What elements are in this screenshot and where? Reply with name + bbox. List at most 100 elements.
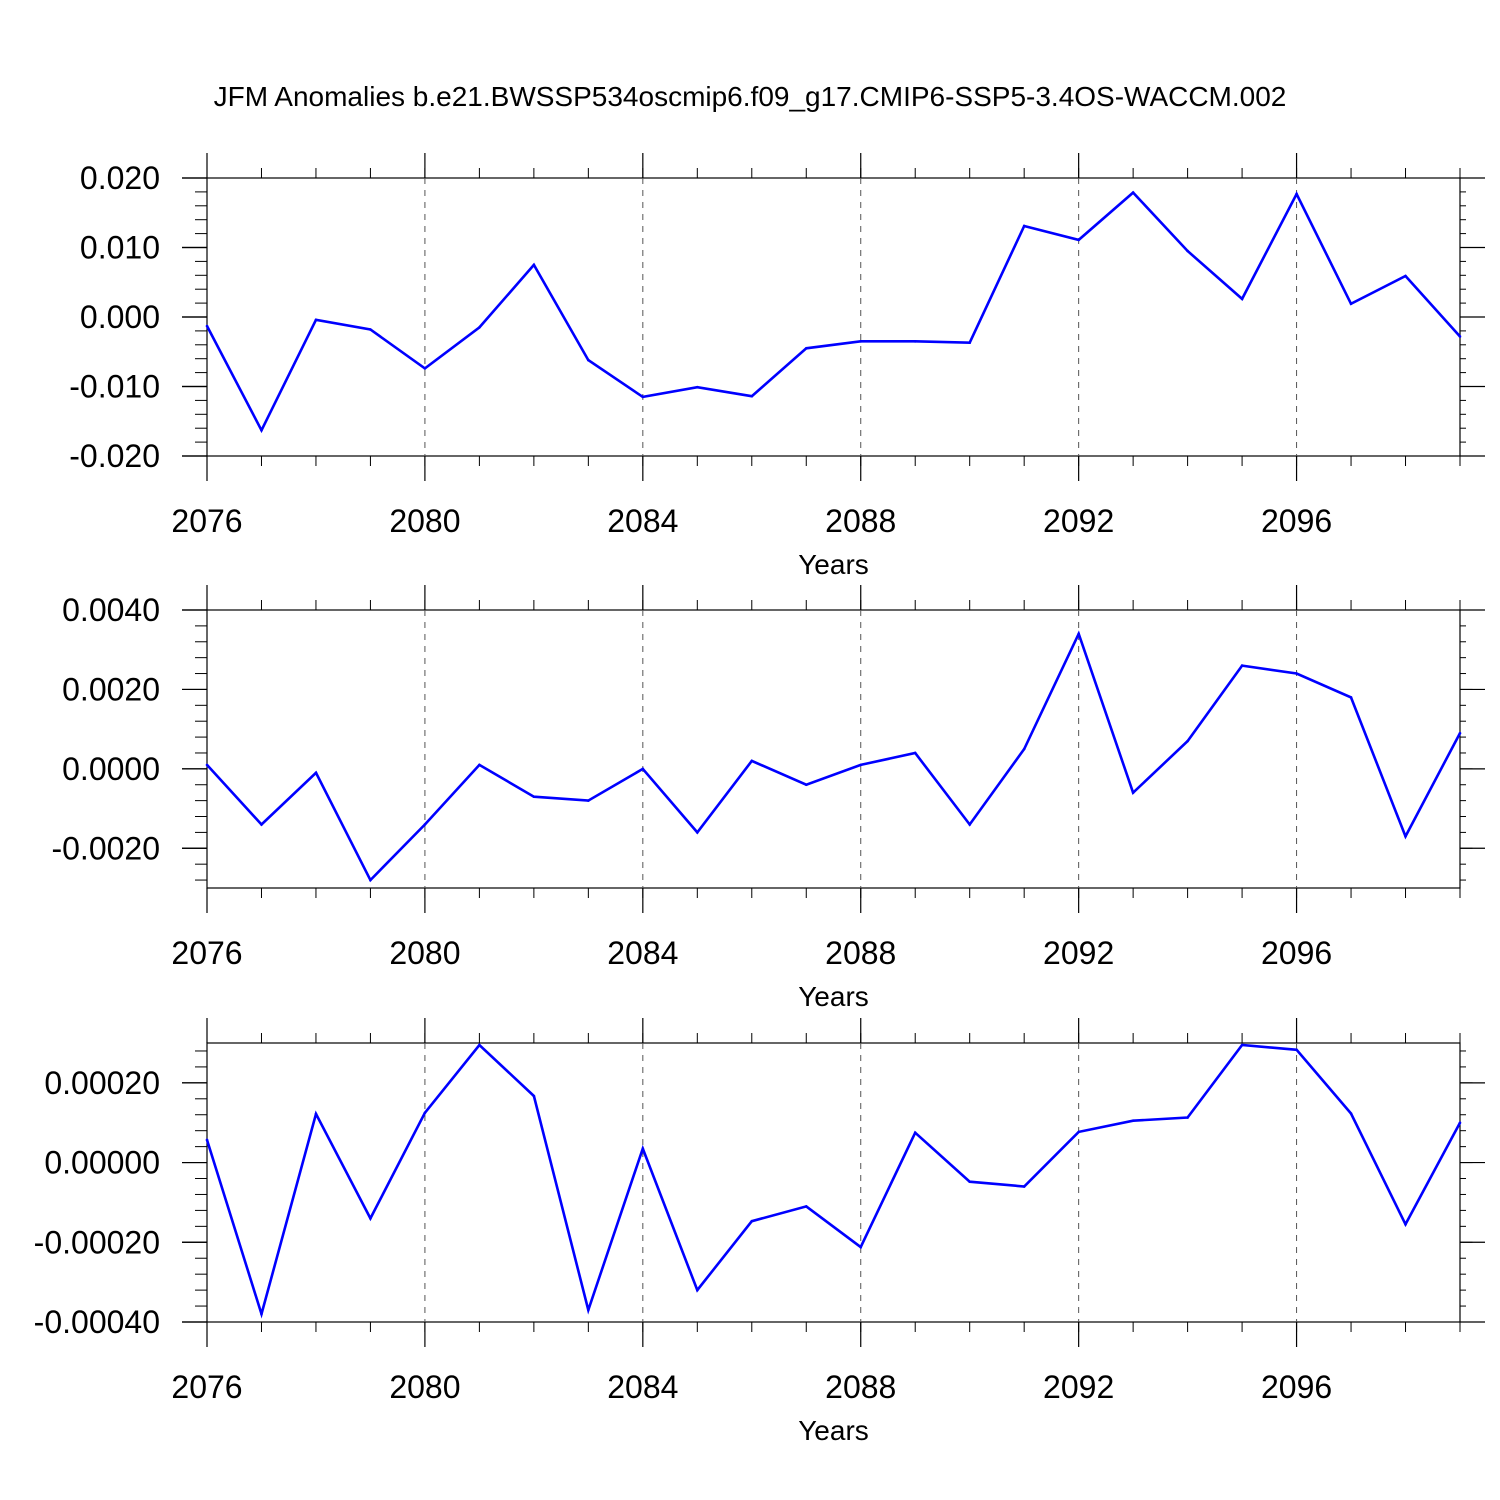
y-axis-label-unit-exponent: 3 [15, 562, 34, 571]
x-tick-label: 2076 [171, 503, 242, 539]
data-point [1349, 1112, 1353, 1115]
chart-panel-1: 2076 2080 2084 2088 2092 2096 -0.020 -0.010 0.00… [15, 146, 1485, 580]
data-point [804, 1205, 808, 1208]
data-point [532, 1094, 536, 1098]
data-point [750, 394, 754, 398]
y-axis-label-exponent: 13 [15, 187, 34, 206]
y-tick-label: 0.00020 [44, 1065, 160, 1101]
data-point [804, 346, 808, 350]
x-tick-label: 2080 [389, 935, 460, 971]
data-point [587, 358, 590, 362]
data-point [968, 341, 971, 345]
data-point [696, 1288, 699, 1292]
data-point [913, 1131, 917, 1134]
data-point [968, 1180, 971, 1184]
x-axis-label: Years [798, 549, 869, 580]
data-point [1077, 632, 1080, 636]
data-point [859, 340, 863, 343]
data-point [1295, 672, 1298, 675]
x-tick-label: 2092 [1043, 1369, 1114, 1405]
y-tick-label: -0.010 [69, 369, 160, 405]
data-point [369, 328, 372, 331]
y-tick-label: -0.00020 [34, 1224, 160, 1260]
data-point [423, 823, 427, 826]
series-line [206, 630, 1462, 883]
data-point [1131, 791, 1135, 794]
data-point [1131, 191, 1135, 194]
data-point [1240, 297, 1244, 301]
data-point [1349, 302, 1353, 306]
data-point [205, 324, 209, 328]
y-axis-label: CAArch Ice Area 1013m2 [15, 1035, 48, 1341]
x-tick-label: 2076 [171, 1369, 242, 1405]
data-point [1349, 696, 1353, 699]
data-point [369, 1217, 372, 1220]
data-point [1186, 739, 1189, 743]
y-axis-label-unit-exponent: 2 [15, 1035, 34, 1044]
plot-frame [206, 177, 1461, 457]
data-point [1022, 224, 1026, 228]
y-tick-label: 0.000 [80, 299, 160, 335]
y-axis-label-exponent: 13 [15, 603, 34, 622]
chart-panel-3: 2076 2080 2084 2088 2092 2096 -0.00040 -0.00020… [15, 1018, 1485, 1446]
y-axis-label-unit: m [17, 156, 48, 179]
data-point [314, 1112, 318, 1116]
data-point [641, 395, 645, 399]
data-point [750, 1219, 754, 1223]
x-tick-label: 2076 [171, 935, 242, 971]
data-point [587, 799, 590, 802]
data-point [1458, 335, 1462, 338]
x-tick-label: 2096 [1261, 935, 1332, 971]
y-tick-label: 0.0040 [62, 592, 160, 628]
x-tick-label: 2088 [825, 503, 896, 539]
data-point [369, 878, 372, 882]
data-point [1077, 1130, 1080, 1134]
x-tick-label: 2080 [389, 1369, 460, 1405]
y-tick-label: 0.020 [80, 160, 160, 196]
x-tick-label: 2088 [825, 1369, 896, 1405]
data-point [1458, 731, 1462, 735]
plot-frame [206, 609, 1461, 889]
x-tick-label: 2088 [825, 935, 896, 971]
data-point [1458, 1121, 1462, 1125]
chart-panel-2: 2076 2080 2084 2088 2092 2096 -0.0020 0.0000 0.0… [15, 562, 1485, 1012]
data-point [804, 783, 808, 787]
x-axis-label: Years [798, 981, 869, 1012]
data-point [1404, 835, 1407, 838]
x-tick-label: 2084 [607, 1369, 678, 1405]
data-point [205, 1138, 209, 1142]
data-point [1404, 274, 1407, 278]
data-point [205, 763, 209, 767]
data-point [1186, 1116, 1189, 1119]
data-point [1295, 1048, 1298, 1052]
figure-title: JFM Anomalies b.e21.BWSSP534oscmip6.f09_… [214, 81, 1287, 112]
data-point [532, 795, 536, 798]
data-point [913, 340, 917, 343]
data-point [1131, 1119, 1135, 1123]
y-tick-label: -0.020 [69, 438, 160, 474]
x-tick-label: 2092 [1043, 503, 1114, 539]
data-point [260, 823, 263, 826]
y-tick-label: 0.0000 [62, 751, 160, 787]
x-tick-label: 2092 [1043, 935, 1114, 971]
data-point [968, 823, 971, 826]
data-point [423, 367, 427, 370]
data-point [587, 1308, 590, 1312]
y-axis-label-exponent: 13 [15, 1075, 34, 1094]
data-point [260, 428, 263, 432]
y-tick-label: 0.0020 [62, 671, 160, 707]
data-point [913, 751, 917, 755]
y-axis-label-unit-exponent: 3 [15, 146, 34, 155]
x-tick-label: 2084 [607, 503, 678, 539]
y-axis-label: CAArch Snow Volume 1013 m3 [15, 562, 48, 936]
data-point [478, 763, 481, 767]
data-point [532, 263, 536, 267]
data-point [750, 759, 754, 763]
x-tick-label: 2080 [389, 503, 460, 539]
data-point [314, 318, 318, 322]
x-axis-label: Years [798, 1415, 869, 1446]
data-point [641, 1147, 645, 1150]
data-point [314, 771, 318, 775]
data-point [1022, 1185, 1026, 1188]
